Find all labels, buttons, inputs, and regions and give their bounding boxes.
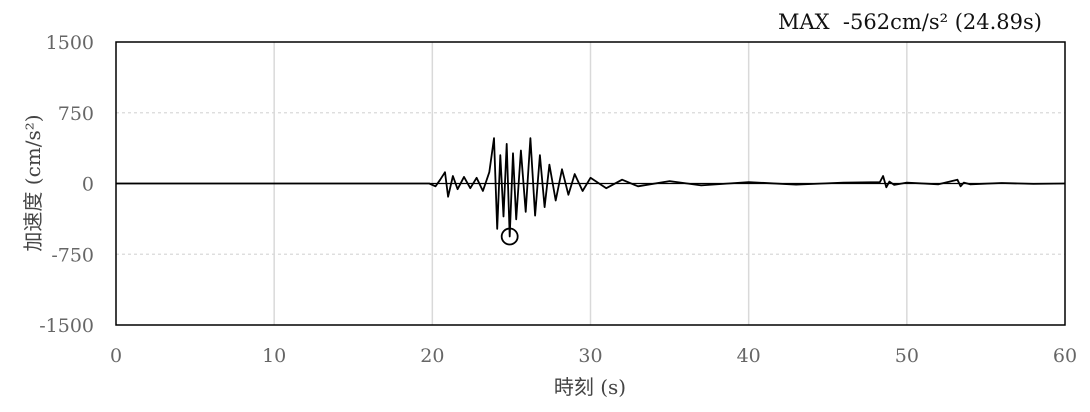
x-axis-ticks: 0 10 20 30 40 50 60 [110, 345, 1077, 367]
y-tick-label: -750 [51, 244, 94, 266]
x-tick-label: 0 [110, 345, 122, 367]
y-tick-label: 0 [82, 174, 94, 196]
y-axis-ticks: 1500 750 0 -750 -1500 [39, 32, 94, 337]
max-annotation: MAX -562cm/s² (24.89s) [778, 10, 1042, 34]
x-tick-label: 20 [420, 345, 444, 367]
peak-marker [500, 227, 519, 246]
x-tick-label: 60 [1053, 345, 1077, 367]
y-axis-title: 加速度 (cm/s²) [21, 114, 45, 251]
x-tick-label: 50 [895, 345, 919, 367]
y-tick-label: -1500 [39, 315, 94, 337]
x-tick-label: 10 [262, 345, 286, 367]
x-tick-label: 40 [737, 345, 761, 367]
y-tick-label: 1500 [46, 32, 94, 54]
y-tick-label: 750 [58, 103, 94, 125]
x-axis-title: 時刻 (s) [554, 375, 626, 399]
x-tick-label: 30 [578, 345, 602, 367]
series-line-acceleration [116, 137, 1066, 238]
